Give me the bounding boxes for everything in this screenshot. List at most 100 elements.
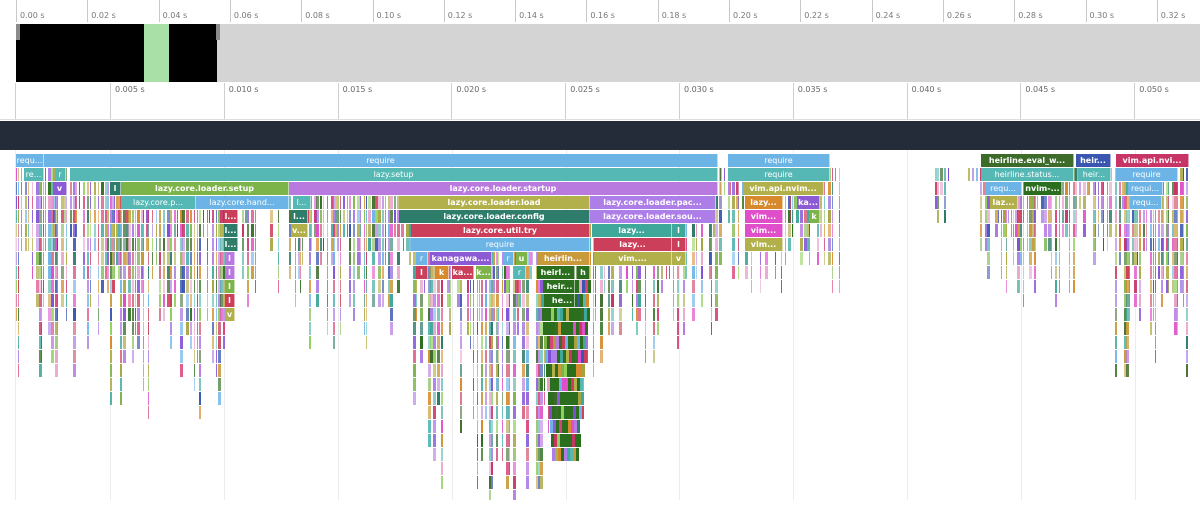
- flame-frame-sliver[interactable]: [110, 392, 112, 405]
- flame-frame-sliver[interactable]: [796, 210, 799, 223]
- flame-frame-sliver[interactable]: [669, 266, 670, 279]
- flame-frame-sliver[interactable]: [788, 238, 791, 251]
- flame-frame-sliver[interactable]: [498, 294, 499, 307]
- flame-frame-sliver[interactable]: [110, 266, 112, 279]
- flame-frame-sliver[interactable]: [41, 266, 42, 279]
- flame-frame-sliver[interactable]: [353, 210, 355, 223]
- flame-frame[interactable]: lazy...: [594, 238, 672, 251]
- flame-frame-sliver[interactable]: [980, 196, 982, 209]
- flame-frame[interactable]: lazy...: [592, 224, 672, 237]
- flame-frame-sliver[interactable]: [636, 308, 638, 321]
- flame-frame-sliver[interactable]: [800, 238, 803, 251]
- flame-frame-sliver[interactable]: [327, 196, 328, 209]
- flame-frame-sliver[interactable]: [685, 252, 687, 265]
- flame-frame-sliver[interactable]: [1153, 280, 1154, 293]
- flame-frame-sliver[interactable]: [107, 266, 109, 279]
- flame-frame-sliver[interactable]: [588, 280, 591, 293]
- flame-frame-sliver[interactable]: [696, 266, 697, 279]
- flame-frame-sliver[interactable]: [424, 280, 425, 293]
- flame-frame-sliver[interactable]: [216, 266, 217, 279]
- flame-frame-sliver[interactable]: [349, 210, 351, 223]
- flame-frame-sliver[interactable]: [736, 182, 739, 195]
- flame-frame-sliver[interactable]: [540, 476, 543, 489]
- flame-frame[interactable]: lazy.core.loader.pac...: [590, 196, 716, 209]
- flame-frame-sliver[interactable]: [498, 350, 499, 363]
- flame-frame-sliver[interactable]: [441, 336, 443, 349]
- flame-frame-sliver[interactable]: [135, 322, 136, 335]
- flame-frame-sliver[interactable]: [502, 280, 503, 293]
- flame-frame-sliver[interactable]: [1020, 210, 1022, 223]
- flame-frame-sliver[interactable]: [1006, 266, 1007, 279]
- flame-frame[interactable]: u: [516, 252, 528, 265]
- flame-frame-sliver[interactable]: [247, 294, 249, 307]
- flame-frame-sliver[interactable]: [550, 336, 553, 349]
- flame-frame-sliver[interactable]: [566, 350, 569, 363]
- flame-frame-sliver[interactable]: [540, 392, 543, 405]
- flame-frame-sliver[interactable]: [107, 224, 109, 237]
- flame-frame-sliver[interactable]: [349, 294, 351, 307]
- flame-frame-sliver[interactable]: [732, 210, 735, 223]
- flame-frame-sliver[interactable]: [1186, 182, 1188, 195]
- flame-frame-sliver[interactable]: [673, 266, 674, 279]
- flame-frame-sliver[interactable]: [496, 364, 498, 377]
- flame-frame-sliver[interactable]: [1177, 252, 1178, 265]
- flame-frame-sliver[interactable]: [491, 308, 493, 321]
- flame-frame-sliver[interactable]: [1124, 196, 1127, 209]
- flame-frame-sliver[interactable]: [1093, 182, 1096, 195]
- flame-frame-sliver[interactable]: [316, 266, 319, 279]
- flame-frame-sliver[interactable]: [314, 196, 317, 209]
- flame-frame-sliver[interactable]: [41, 336, 42, 349]
- flame-frame-sliver[interactable]: [1124, 336, 1127, 349]
- flame-frame-sliver[interactable]: [579, 364, 582, 377]
- flame-frame-sliver[interactable]: [39, 182, 42, 195]
- flame-frame-sliver[interactable]: [1006, 280, 1007, 293]
- flame-frame-sliver[interactable]: [832, 238, 833, 251]
- flame-frame-sliver[interactable]: [542, 308, 545, 321]
- flame-frame-sliver[interactable]: [1139, 238, 1141, 251]
- flame-frame-sliver[interactable]: [506, 406, 509, 419]
- flame-frame-sliver[interactable]: [170, 210, 172, 223]
- flame-frame-sliver[interactable]: [626, 280, 628, 293]
- flame-frame-sliver[interactable]: [16, 210, 17, 223]
- flame-frame-sliver[interactable]: [1139, 266, 1141, 279]
- flame-frame-sliver[interactable]: [491, 406, 493, 419]
- flame-frame-sliver[interactable]: [159, 294, 161, 307]
- flame-frame-sliver[interactable]: [944, 210, 946, 223]
- flame-frame-sliver[interactable]: [1174, 294, 1177, 307]
- flame-frame-sliver[interactable]: [148, 364, 149, 377]
- flame-frame-sliver[interactable]: [645, 266, 646, 279]
- flame-frame-sliver[interactable]: [1034, 266, 1036, 279]
- flame-frame-sliver[interactable]: [413, 392, 416, 405]
- flame-frame-sliver[interactable]: [738, 182, 739, 195]
- flame-frame[interactable]: l: [225, 294, 235, 307]
- flame-frame-sliver[interactable]: [711, 280, 712, 293]
- flame-frame-sliver[interactable]: [190, 308, 192, 321]
- flame-frame-sliver[interactable]: [223, 336, 225, 349]
- flame-frame-sliver[interactable]: [309, 336, 311, 349]
- flame-frame-sliver[interactable]: [824, 182, 825, 195]
- flame-frame-sliver[interactable]: [137, 336, 140, 349]
- flame-frame-sliver[interactable]: [120, 350, 122, 363]
- flame-frame-sliver[interactable]: [1020, 238, 1022, 251]
- flame-frame-sliver[interactable]: [709, 266, 712, 279]
- flame-frame-sliver[interactable]: [785, 238, 786, 251]
- flame-frame-sliver[interactable]: [1177, 182, 1178, 195]
- flame-frame-sliver[interactable]: [1172, 266, 1174, 279]
- flame-frame-sliver[interactable]: [174, 210, 176, 223]
- flame-frame-sliver[interactable]: [1115, 350, 1117, 363]
- flame-frame-sliver[interactable]: [701, 224, 703, 237]
- flame-frame-sliver[interactable]: [657, 280, 659, 293]
- flame-frame-sliver[interactable]: [1032, 210, 1035, 223]
- flame-frame-sliver[interactable]: [683, 294, 685, 307]
- flame-frame-sliver[interactable]: [366, 238, 367, 251]
- flame-frame-sliver[interactable]: [94, 182, 96, 195]
- flame-frame-sliver[interactable]: [824, 238, 825, 251]
- flame-frame-sliver[interactable]: [1032, 238, 1035, 251]
- flame-frame-sliver[interactable]: [112, 210, 115, 223]
- flame-frame-sliver[interactable]: [481, 280, 483, 293]
- flame-frame-sliver[interactable]: [1163, 238, 1164, 251]
- flame-frame-sliver[interactable]: [55, 364, 58, 377]
- flame-frame-sliver[interactable]: [493, 266, 495, 279]
- flame-frame-sliver[interactable]: [55, 266, 58, 279]
- flame-frame-sliver[interactable]: [1073, 196, 1075, 209]
